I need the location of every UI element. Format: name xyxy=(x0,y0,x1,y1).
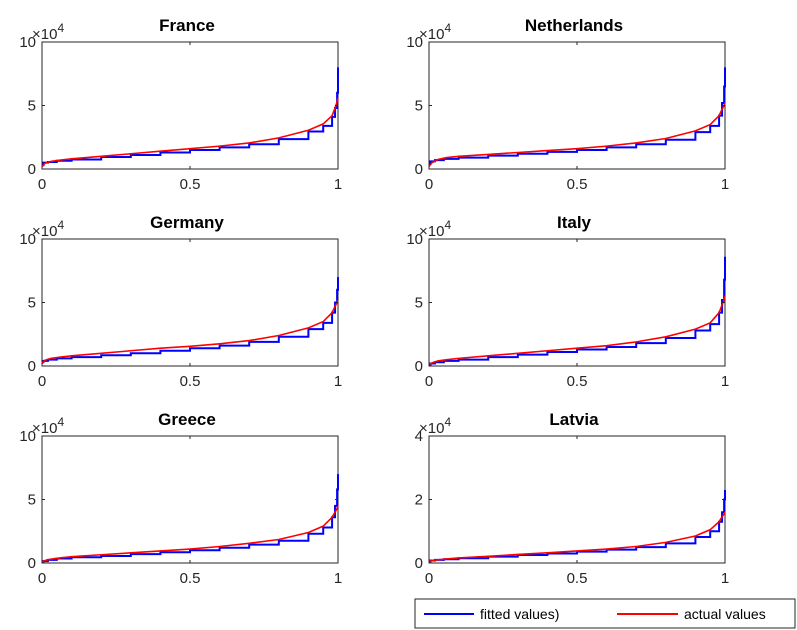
subplot-title: Latvia xyxy=(549,410,599,429)
y-multiplier-base: 10 xyxy=(428,223,445,240)
legend-actual-label: actual values xyxy=(684,606,766,622)
y-multiplier-base: 10 xyxy=(428,26,445,43)
axes-box xyxy=(428,41,726,170)
subplot-title: Germany xyxy=(150,213,224,232)
x-tick-label: 0 xyxy=(425,176,433,193)
x-tick-label: 0.5 xyxy=(180,570,201,587)
legend: fitted values) actual values xyxy=(414,598,796,629)
subplot-title: France xyxy=(159,16,215,35)
y-multiplier-exponent: 4 xyxy=(57,21,64,35)
y-multiplier: ×104 xyxy=(419,415,451,437)
y-tick-label: 2 xyxy=(415,492,423,509)
y-tick-label: 0 xyxy=(28,555,36,572)
actual-series-line xyxy=(41,505,339,564)
legend-fitted-label: fitted values) xyxy=(480,606,559,622)
axes-box xyxy=(41,435,339,564)
y-multiplier-exponent: 4 xyxy=(57,415,64,429)
y-tick-label: 5 xyxy=(415,295,423,312)
y-tick-label: 0 xyxy=(415,555,423,572)
y-multiplier-base: 10 xyxy=(41,420,58,437)
y-tick-label: 10 xyxy=(406,231,423,248)
y-tick-label: 10 xyxy=(406,34,423,51)
x-tick-label: 1 xyxy=(721,176,729,193)
fitted-series-line xyxy=(429,67,726,165)
y-multiplier: ×104 xyxy=(32,218,64,240)
axes-box xyxy=(41,238,339,367)
subplot-title: Greece xyxy=(158,410,216,429)
x-tick-label: 1 xyxy=(334,373,342,390)
legend-box xyxy=(414,598,796,629)
y-tick-label: 0 xyxy=(415,358,423,375)
fitted-series-line xyxy=(42,277,339,364)
y-tick-label: 10 xyxy=(19,428,36,445)
fitted-series-line xyxy=(429,256,726,366)
y-multiplier-base: 10 xyxy=(428,420,445,437)
y-tick-label: 5 xyxy=(415,98,423,115)
y-tick-label: 5 xyxy=(28,295,36,312)
actual-series-line xyxy=(41,97,339,168)
x-tick-label: 0.5 xyxy=(180,373,201,390)
x-tick-label: 0.5 xyxy=(180,176,201,193)
actual-series-line xyxy=(428,295,726,366)
x-tick-label: 1 xyxy=(334,570,342,587)
x-tick-label: 0 xyxy=(38,176,46,193)
x-tick-label: 1 xyxy=(721,570,729,587)
y-multiplier: ×104 xyxy=(419,218,451,240)
subplot-title: Netherlands xyxy=(525,16,623,35)
x-tick-label: 0.5 xyxy=(567,570,588,587)
y-multiplier-exponent: 4 xyxy=(444,415,451,429)
x-tick-label: 0.5 xyxy=(567,176,588,193)
y-multiplier: ×104 xyxy=(32,21,64,43)
x-tick-label: 0.5 xyxy=(567,373,588,390)
actual-series-line xyxy=(428,511,726,563)
y-tick-label: 0 xyxy=(415,161,423,178)
y-tick-label: 5 xyxy=(28,98,36,115)
subplot-title: Italy xyxy=(557,213,592,232)
x-tick-label: 0 xyxy=(38,373,46,390)
y-tick-label: 10 xyxy=(19,231,36,248)
y-tick-label: 0 xyxy=(28,358,36,375)
x-tick-label: 1 xyxy=(334,176,342,193)
x-tick-label: 0 xyxy=(38,570,46,587)
y-tick-label: 10 xyxy=(19,34,36,51)
actual-series-line xyxy=(41,299,339,365)
y-multiplier-exponent: 4 xyxy=(444,218,451,232)
x-tick-label: 0 xyxy=(425,570,433,587)
y-multiplier-exponent: 4 xyxy=(57,218,64,232)
y-multiplier: ×104 xyxy=(32,415,64,437)
axes-box xyxy=(428,238,726,367)
y-multiplier-exponent: 4 xyxy=(444,21,451,35)
y-multiplier-base: 10 xyxy=(41,223,58,240)
y-tick-label: 4 xyxy=(415,428,423,445)
y-multiplier-base: 10 xyxy=(41,26,58,43)
axes-box xyxy=(41,41,339,170)
y-tick-label: 0 xyxy=(28,161,36,178)
actual-series-line xyxy=(428,102,726,167)
y-multiplier: ×104 xyxy=(419,21,451,43)
y-tick-label: 5 xyxy=(28,492,36,509)
x-tick-label: 0 xyxy=(425,373,433,390)
x-tick-label: 1 xyxy=(721,373,729,390)
